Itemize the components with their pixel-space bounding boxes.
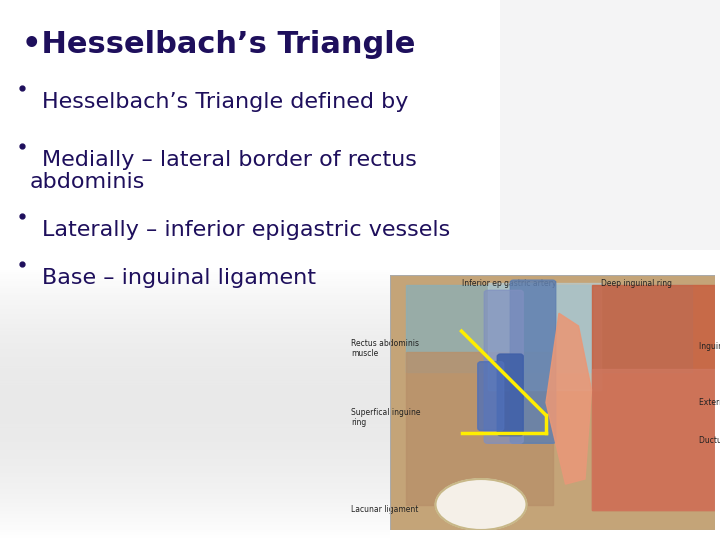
FancyBboxPatch shape	[478, 362, 504, 430]
Bar	[487, 282, 601, 390]
FancyBboxPatch shape	[485, 291, 523, 443]
Text: Deep inguinal ring: Deep inguinal ring	[601, 279, 672, 288]
Ellipse shape	[436, 479, 526, 530]
FancyBboxPatch shape	[510, 280, 556, 443]
Text: Ductus deferens: Ductus deferens	[698, 436, 720, 446]
Text: Inguinal ligament: Inguinal ligament	[698, 342, 720, 351]
Bar	[406, 352, 552, 504]
Polygon shape	[546, 313, 592, 484]
Text: Lacunar ligament: Lacunar ligament	[351, 505, 418, 514]
Bar	[592, 285, 715, 510]
Bar	[406, 285, 692, 372]
Text: Hesselbach’s Triangle defined by: Hesselbach’s Triangle defined by	[42, 92, 408, 112]
Text: Laterally – inferior epigastric vessels: Laterally – inferior epigastric vessels	[42, 220, 450, 240]
Bar	[592, 369, 715, 510]
Text: •Hesselbach’s Triangle: •Hesselbach’s Triangle	[22, 30, 415, 59]
Text: Superfical inguine
ring: Superfical inguine ring	[351, 408, 420, 427]
Text: Medially – lateral border of rectus: Medially – lateral border of rectus	[42, 150, 417, 170]
FancyBboxPatch shape	[498, 354, 523, 436]
Text: Base – inguinal ligament: Base – inguinal ligament	[42, 268, 316, 288]
Text: abdominis: abdominis	[30, 172, 145, 192]
Text: Rectus abdominis
muscle: Rectus abdominis muscle	[351, 339, 419, 358]
Text: Inferior ep gastric artery: Inferior ep gastric artery	[462, 279, 556, 288]
Text: External iliac vessels: External iliac vessels	[698, 398, 720, 407]
